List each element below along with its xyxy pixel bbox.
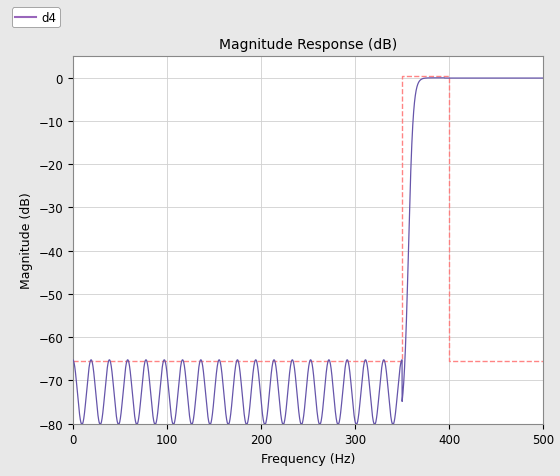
Y-axis label: Magnitude (dB): Magnitude (dB) [20,192,33,288]
Title: Magnitude Response (dB): Magnitude Response (dB) [219,38,397,52]
X-axis label: Frequency (Hz): Frequency (Hz) [261,452,355,465]
Legend: d4: d4 [12,8,59,28]
